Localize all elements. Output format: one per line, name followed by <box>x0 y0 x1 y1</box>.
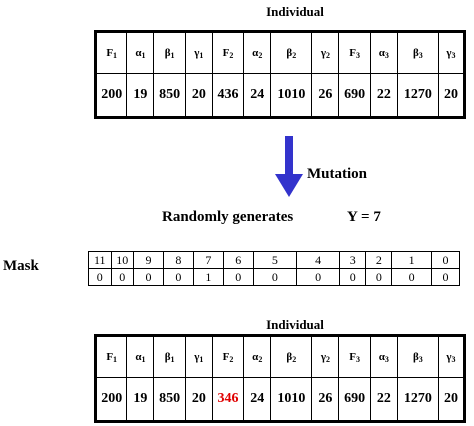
gene-header: γ2 <box>311 31 340 74</box>
mask-bit: 0 <box>133 268 164 286</box>
gene-header: β1 <box>153 31 186 74</box>
bottom-value-row: 200 19 850 20 346 24 1010 26 690 22 1270… <box>94 377 466 422</box>
gene-header: β1 <box>153 335 186 378</box>
gene-value: 20 <box>437 377 466 422</box>
mask-bit: 1 <box>192 268 224 286</box>
mask-index: 8 <box>162 251 194 269</box>
gene-value: 850 <box>153 377 186 422</box>
gene-value: 26 <box>311 73 340 118</box>
gene-header: γ3 <box>437 31 466 74</box>
mask-label: Mask <box>3 258 39 274</box>
gene-header: α2 <box>243 335 272 378</box>
gene-value: 20 <box>184 377 213 422</box>
gene-value: 20 <box>437 73 466 118</box>
mask-bit: 0 <box>391 268 432 286</box>
mask-index: 1 <box>391 251 432 269</box>
mask-index: 7 <box>192 251 224 269</box>
gene-value: 690 <box>338 73 371 118</box>
mutation-label: Mutation <box>307 166 367 182</box>
gene-value: 19 <box>126 73 155 118</box>
mask-bit: 0 <box>252 268 297 286</box>
y-value-label: Y = 7 <box>347 209 381 225</box>
gene-header: γ1 <box>184 31 213 74</box>
gene-header: α1 <box>126 31 155 74</box>
mask-bit: 0 <box>110 268 135 286</box>
top-individual-table: F1 α1 β1 γ1 F2 α2 β2 γ2 F3 α3 β3 γ3 200 … <box>94 30 466 119</box>
gene-header: F1 <box>94 335 128 378</box>
gene-header: F3 <box>338 31 371 74</box>
gene-header: β3 <box>396 335 439 378</box>
mask-index: 9 <box>133 251 164 269</box>
mask-bit: 0 <box>295 268 341 286</box>
gene-header: α3 <box>369 335 398 378</box>
gene-value: 1270 <box>396 377 439 422</box>
gene-value: 1010 <box>270 73 313 118</box>
gene-header: F2 <box>211 31 245 74</box>
bottom-individual-title: Individual <box>266 317 324 332</box>
gene-header: F1 <box>94 31 128 74</box>
mask-bit: 0 <box>339 268 367 286</box>
gene-value: 200 <box>94 377 128 422</box>
gene-value: 1010 <box>270 377 313 422</box>
mask-bit: 0 <box>222 268 254 286</box>
gene-header: β3 <box>396 31 439 74</box>
gene-value: 436 <box>211 73 245 118</box>
gene-value: 20 <box>184 73 213 118</box>
gene-value: 690 <box>338 377 371 422</box>
gene-header: α1 <box>126 335 155 378</box>
bottom-individual-table: F1 α1 β1 γ1 F2 α2 β2 γ2 F3 α3 β3 γ3 200 … <box>94 334 466 423</box>
mask-index: 4 <box>295 251 341 269</box>
mask-bit-row: 0 0 0 0 1 0 0 0 0 0 0 0 <box>88 268 461 286</box>
gene-value: 850 <box>153 73 186 118</box>
gene-value: 19 <box>126 377 155 422</box>
mask-bit: 0 <box>365 268 393 286</box>
gene-value: 200 <box>94 73 128 118</box>
gene-value: 24 <box>243 377 272 422</box>
gene-header: γ3 <box>437 335 466 378</box>
gene-header: F2 <box>211 335 245 378</box>
mask-index-row: 11 10 9 8 7 6 5 4 3 2 1 0 <box>88 251 461 269</box>
mask-index: 2 <box>365 251 393 269</box>
mask-table: 11 10 9 8 7 6 5 4 3 2 1 0 0 0 0 0 1 0 0 … <box>88 251 461 286</box>
gene-header: β2 <box>270 335 313 378</box>
mask-index: 5 <box>252 251 297 269</box>
gene-value: 1270 <box>396 73 439 118</box>
mask-index: 10 <box>110 251 135 269</box>
mutated-gene-value: 346 <box>211 377 245 422</box>
mask-index: 3 <box>339 251 367 269</box>
top-header-row: F1 α1 β1 γ1 F2 α2 β2 γ2 F3 α3 β3 γ3 <box>94 31 466 74</box>
gene-header: γ1 <box>184 335 213 378</box>
gene-value: 22 <box>369 73 398 118</box>
mask-index: 0 <box>430 251 461 269</box>
gene-header: F3 <box>338 335 371 378</box>
bottom-header-row: F1 α1 β1 γ1 F2 α2 β2 γ2 F3 α3 β3 γ3 <box>94 335 466 378</box>
mask-bit: 0 <box>430 268 461 286</box>
mask-bit: 0 <box>162 268 194 286</box>
mutation-arrow-icon <box>275 136 303 197</box>
gene-header: α3 <box>369 31 398 74</box>
gene-value: 26 <box>311 377 340 422</box>
top-individual-title: Individual <box>266 4 324 19</box>
mask-bit: 0 <box>88 268 112 286</box>
randomly-generates-label: Randomly generates <box>162 209 294 225</box>
gene-header: α2 <box>243 31 272 74</box>
gene-value: 22 <box>369 377 398 422</box>
top-value-row: 200 19 850 20 436 24 1010 26 690 22 1270… <box>94 73 466 118</box>
gene-header: γ2 <box>311 335 340 378</box>
gene-header: β2 <box>270 31 313 74</box>
mask-index: 11 <box>88 251 112 269</box>
gene-value: 24 <box>243 73 272 118</box>
mask-index: 6 <box>222 251 254 269</box>
